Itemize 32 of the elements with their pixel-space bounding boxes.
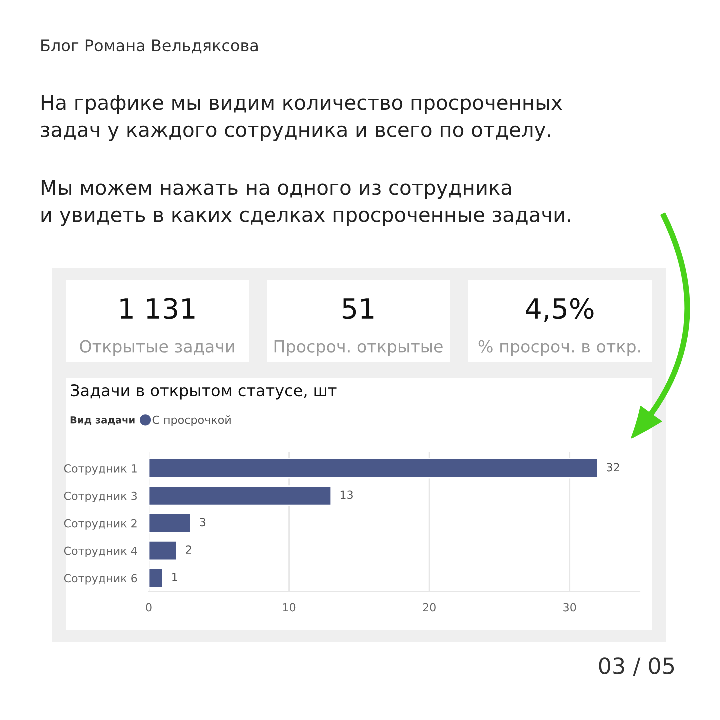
y-tick-label: Сотрудник 4	[64, 546, 138, 558]
legend-label: С просрочкой	[152, 416, 231, 426]
x-tick-label: 10	[283, 603, 296, 612]
text: 4,5%	[526, 298, 594, 322]
text: Просроч. открытые	[274, 340, 443, 356]
bar	[149, 568, 164, 589]
chart-title: Задачи в открытом статусе, шт	[71, 384, 337, 400]
text: 51	[342, 298, 374, 320]
y-tick-label: Сотрудник 1	[64, 464, 137, 476]
bar	[149, 540, 178, 562]
bar	[149, 513, 192, 534]
data-label: 1	[172, 573, 178, 582]
bar	[149, 458, 599, 479]
data-label: 32	[607, 463, 620, 472]
text: Мы можем нажать на одного из сотрудника и увидеть в каких сделках просроченные задачи.	[42, 180, 570, 226]
y-tick-label: Сотрудник 6	[64, 574, 138, 585]
text: 1 131	[120, 298, 195, 320]
bar	[149, 486, 332, 506]
data-label: 3	[200, 518, 206, 527]
text: % просроч. в откр.	[478, 340, 640, 356]
legend-title: Вид задачи	[70, 416, 135, 426]
y-tick-label: Сотрудник 2	[64, 519, 137, 530]
text: На графике мы видим количество просроченных задач у каждого сотрудника и всего по отделу.	[41, 95, 562, 142]
data-label: 13	[340, 490, 353, 500]
text: Блог Романа Вельдяксова	[42, 40, 258, 54]
text: Открытые задачи	[80, 340, 234, 356]
y-tick-label: Сотрудник 3	[64, 492, 137, 502]
x-tick-label: 20	[423, 603, 436, 612]
x-tick-label: 0	[146, 603, 152, 612]
text: 03 / 05	[599, 658, 674, 676]
x-tick-label: 30	[564, 603, 576, 612]
data-label: 2	[186, 546, 192, 554]
